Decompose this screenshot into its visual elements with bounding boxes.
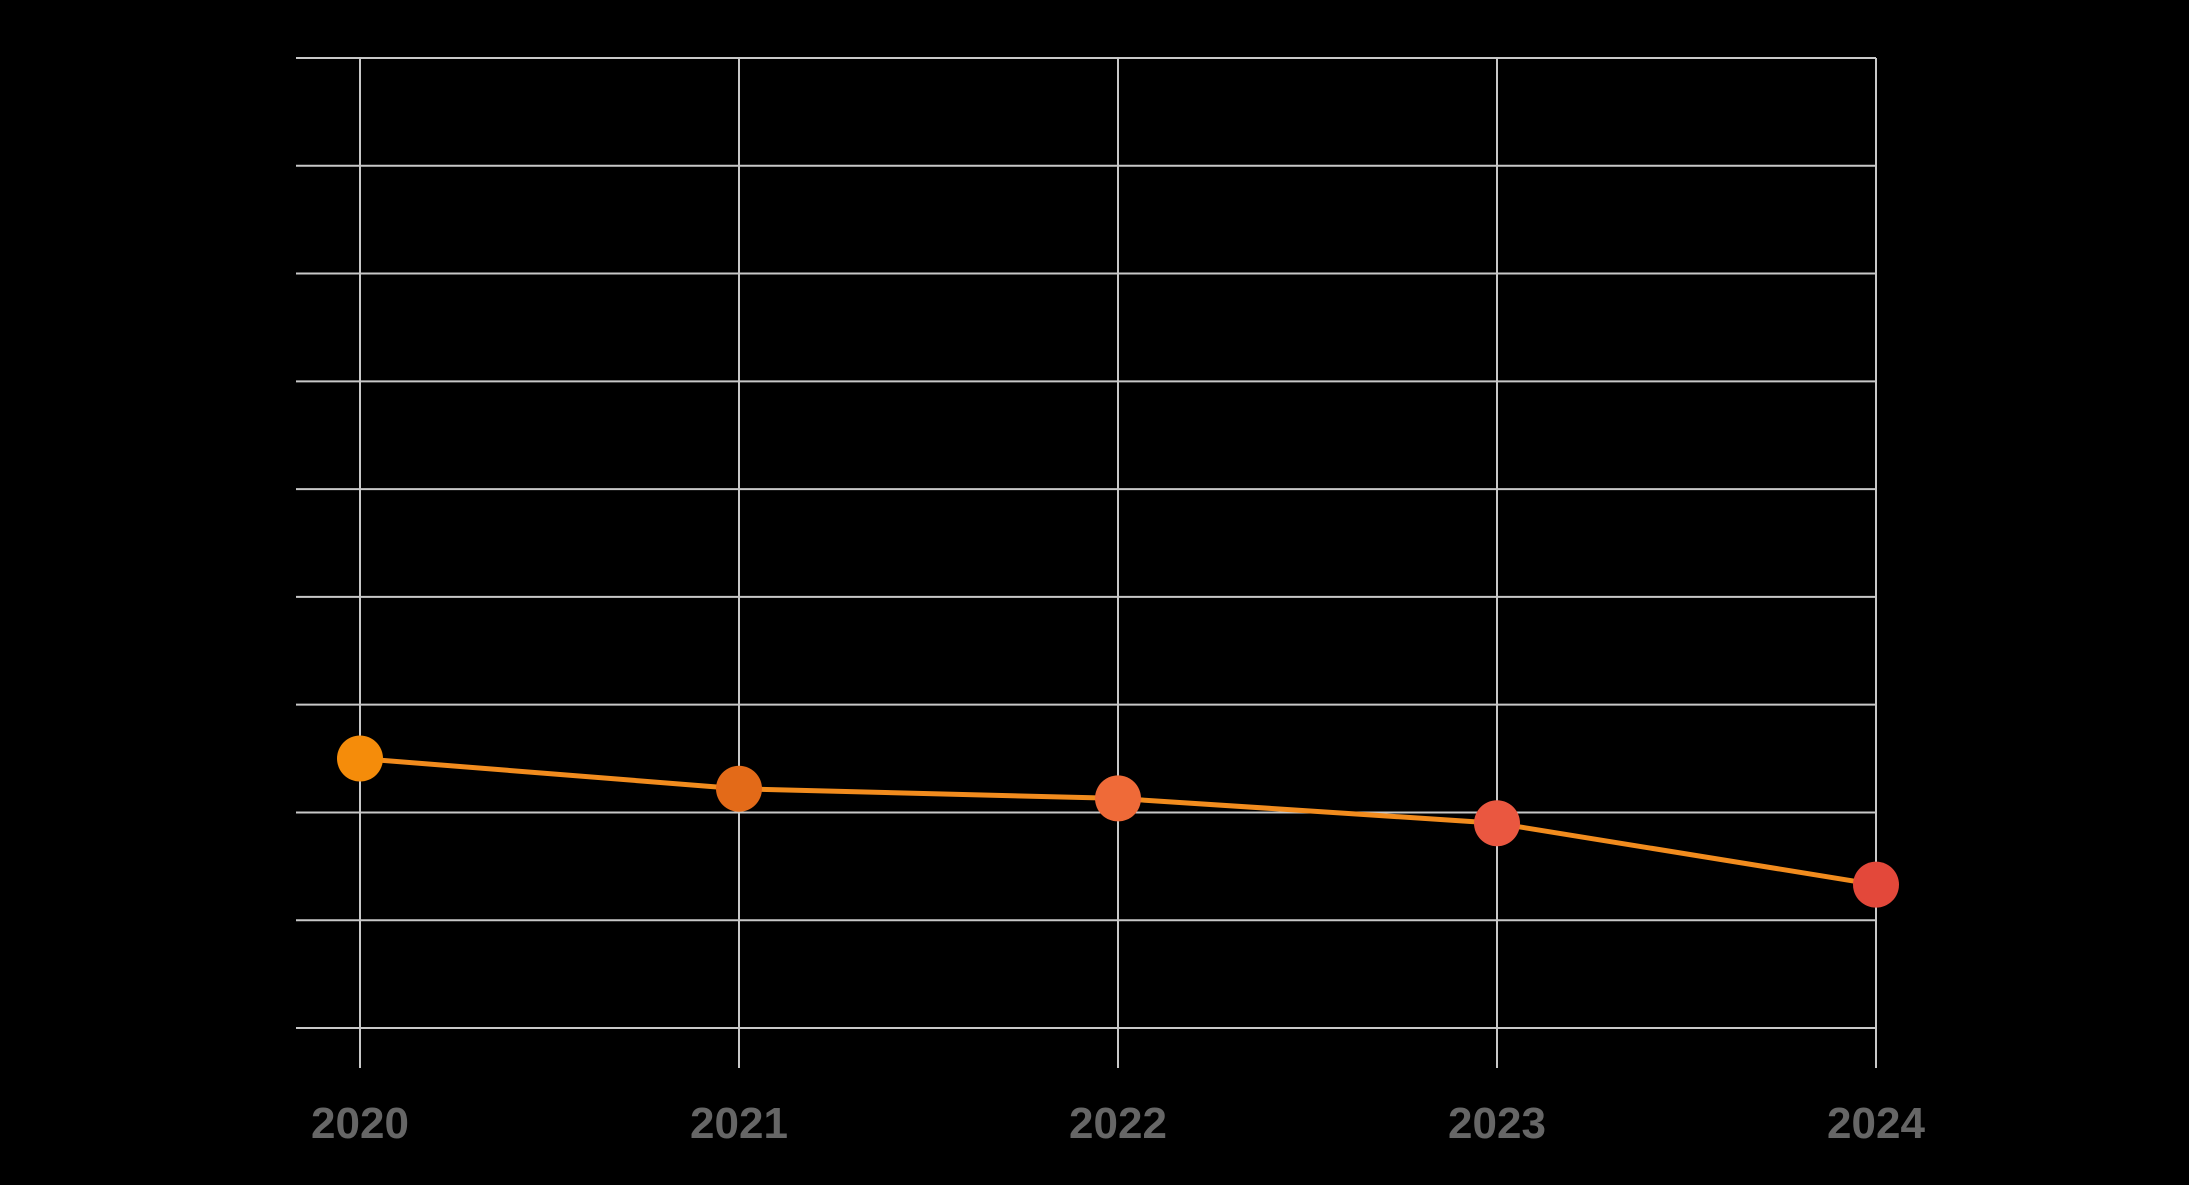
- data-points: [337, 735, 1899, 908]
- x-axis-tick-labels: 2020 2021 2022 2023 2024: [311, 1099, 1925, 1148]
- x-tick-label: 2024: [1827, 1099, 1925, 1148]
- data-point-2023: [1474, 800, 1520, 847]
- x-tick-label: 2021: [690, 1099, 788, 1148]
- x-tick-label: 2023: [1448, 1099, 1546, 1148]
- data-point-2021: [716, 765, 762, 812]
- grid: [296, 57, 1877, 1068]
- data-point-2024: [1853, 861, 1899, 908]
- data-point-2020: [337, 735, 383, 782]
- data-point-2022: [1095, 775, 1141, 822]
- x-tick-label: 2022: [1069, 1099, 1167, 1148]
- x-tick-label: 2020: [311, 1099, 409, 1148]
